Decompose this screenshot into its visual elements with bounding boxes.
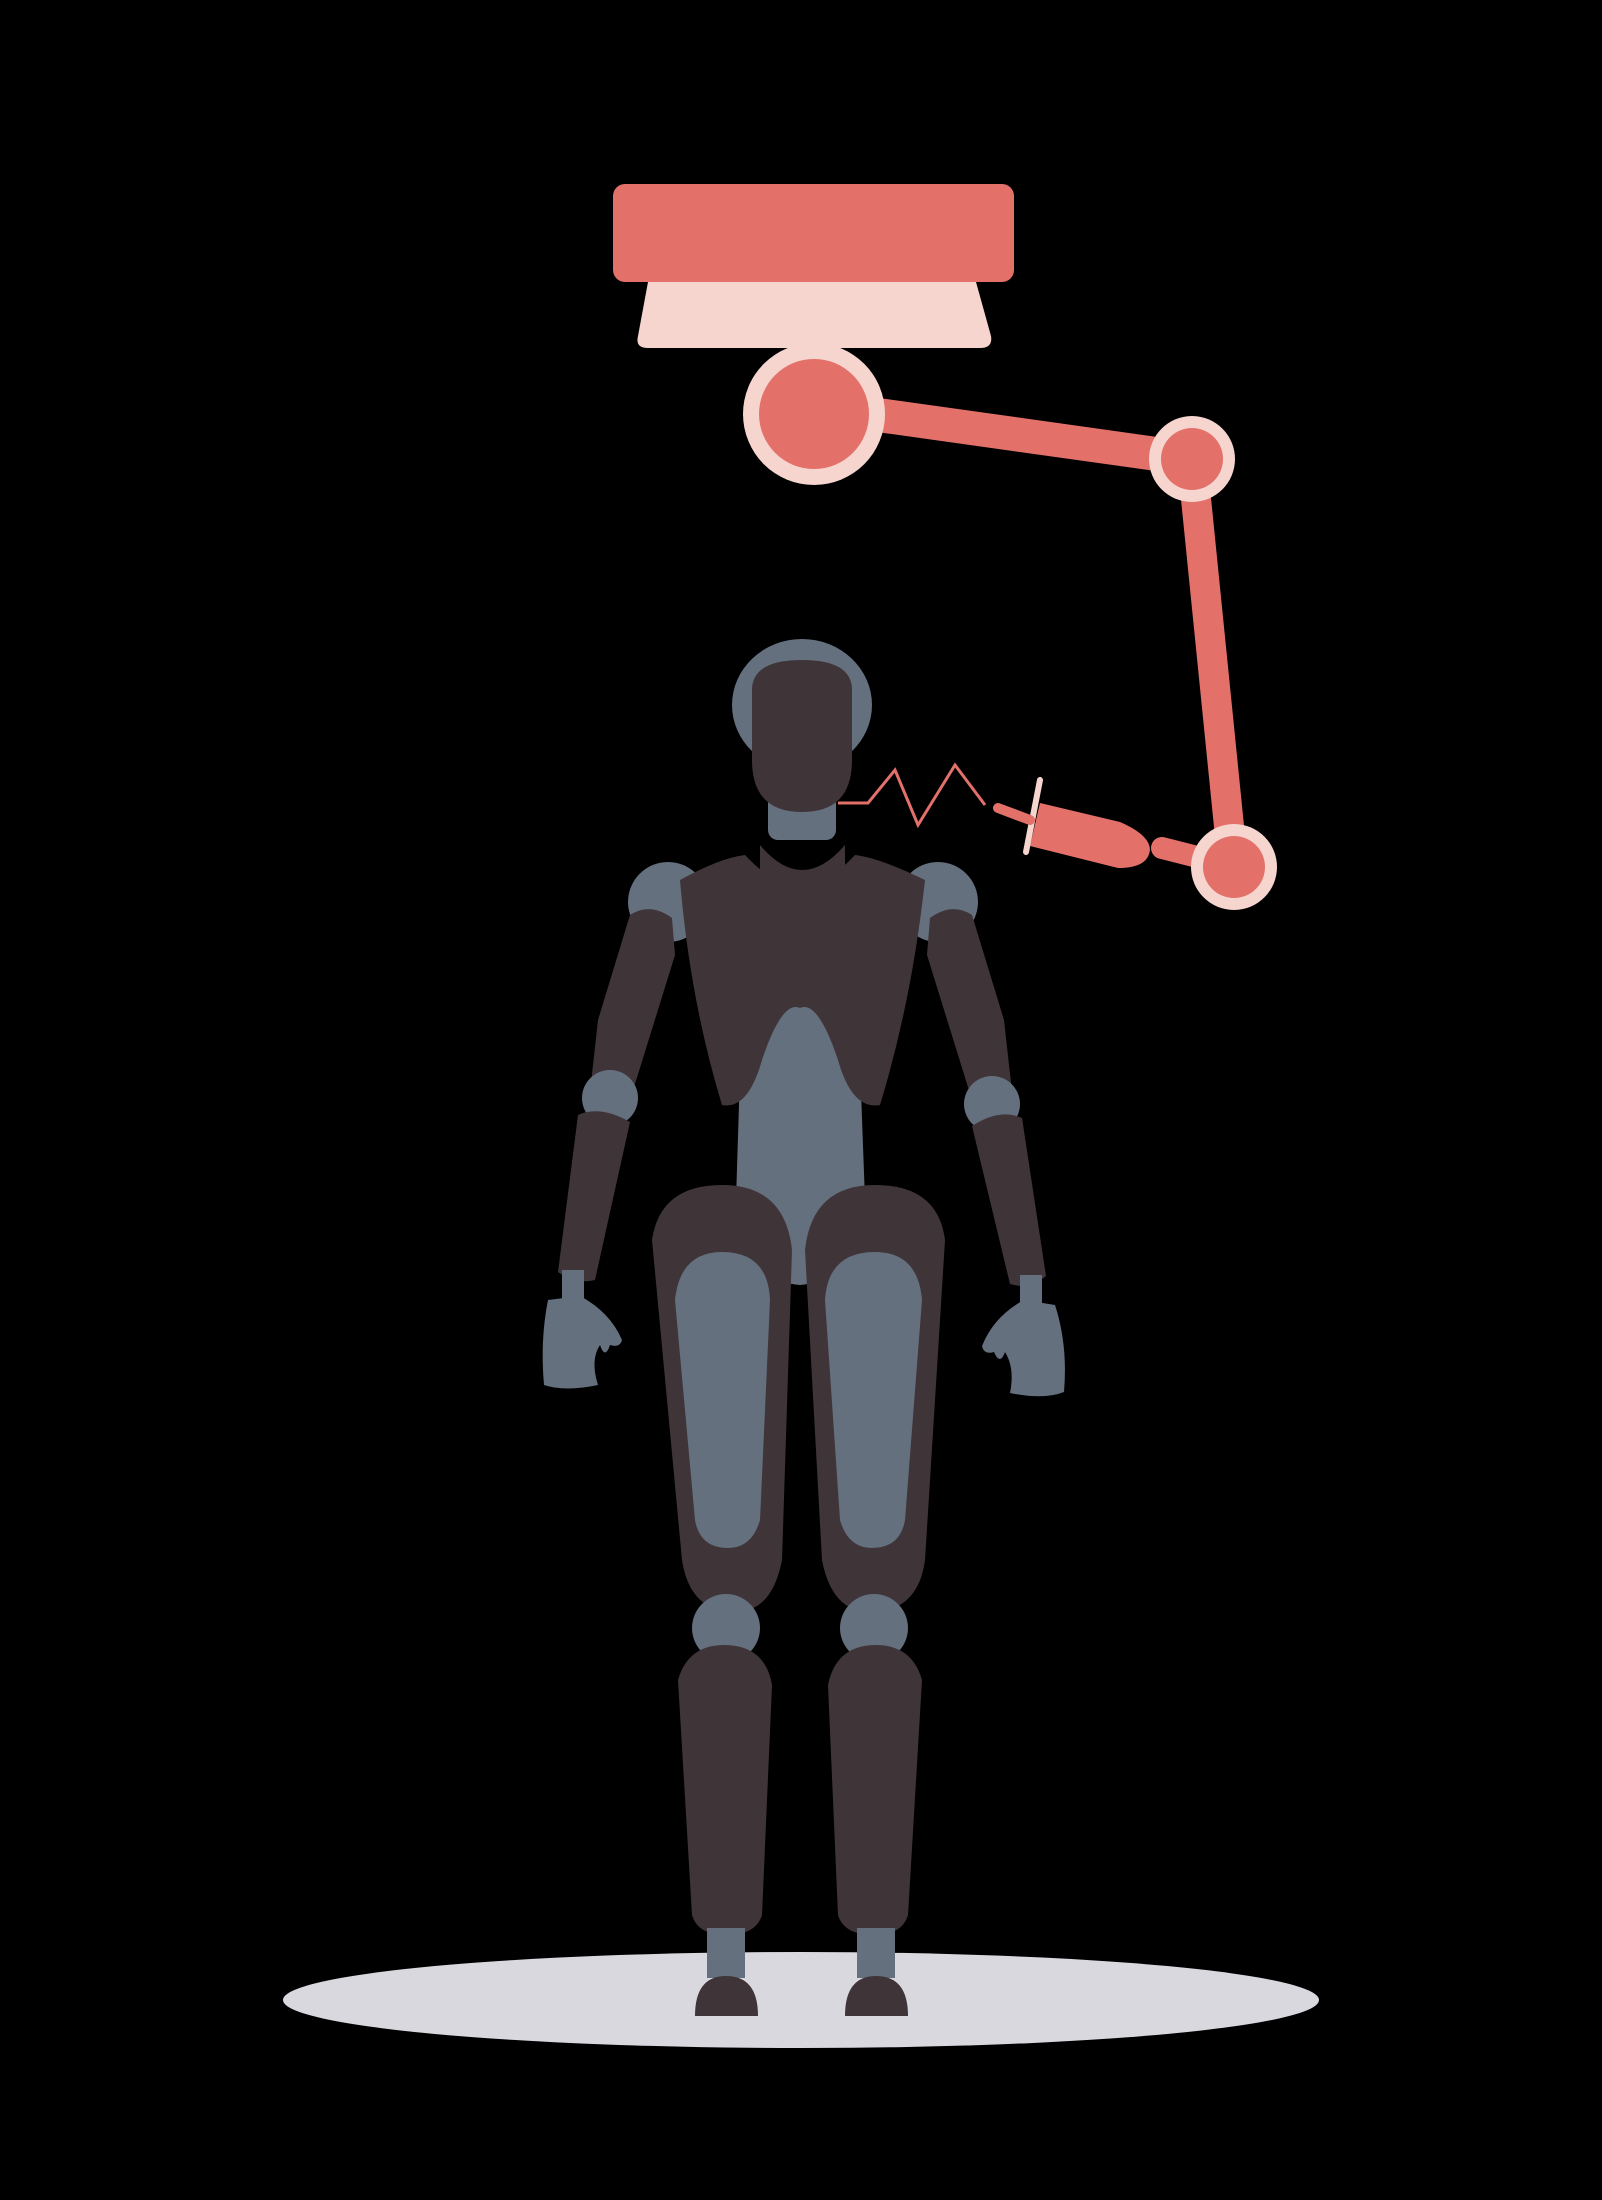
robot-thigh-plate-right — [675, 1252, 770, 1548]
electric-spark-icon — [838, 762, 987, 829]
robot-forearm-right — [558, 1111, 630, 1282]
robot-foot-right — [695, 1976, 758, 2016]
robot-shin-left — [828, 1645, 922, 1935]
ceiling-mount-plate — [613, 184, 1014, 282]
robot-upper-arm-left — [927, 909, 1012, 1104]
robotic-arm-icon — [613, 184, 1277, 910]
robot-shin-right — [678, 1645, 772, 1935]
robot-hand-left — [982, 1300, 1065, 1397]
robot-forearm-left — [972, 1114, 1046, 1286]
humanoid-robot-icon — [542, 639, 1065, 2016]
robot-collar — [760, 845, 845, 888]
robot-hand-right — [542, 1296, 622, 1389]
robot-ankle-left — [857, 1928, 895, 1978]
robot-torso — [680, 855, 925, 1106]
arm-segment-vertical — [1177, 444, 1248, 881]
floor-shadow — [283, 1952, 1319, 2048]
robot-thigh-plate-left — [825, 1252, 922, 1548]
robot-upper-arm-right — [590, 909, 675, 1104]
robot-foot-left — [845, 1976, 908, 2016]
robot-face — [752, 660, 852, 812]
ceiling-mount-base — [637, 282, 992, 348]
robot-knee-left — [840, 1594, 908, 1662]
robot-knee-right — [692, 1594, 760, 1662]
robot-ankle-right — [707, 1928, 745, 1978]
